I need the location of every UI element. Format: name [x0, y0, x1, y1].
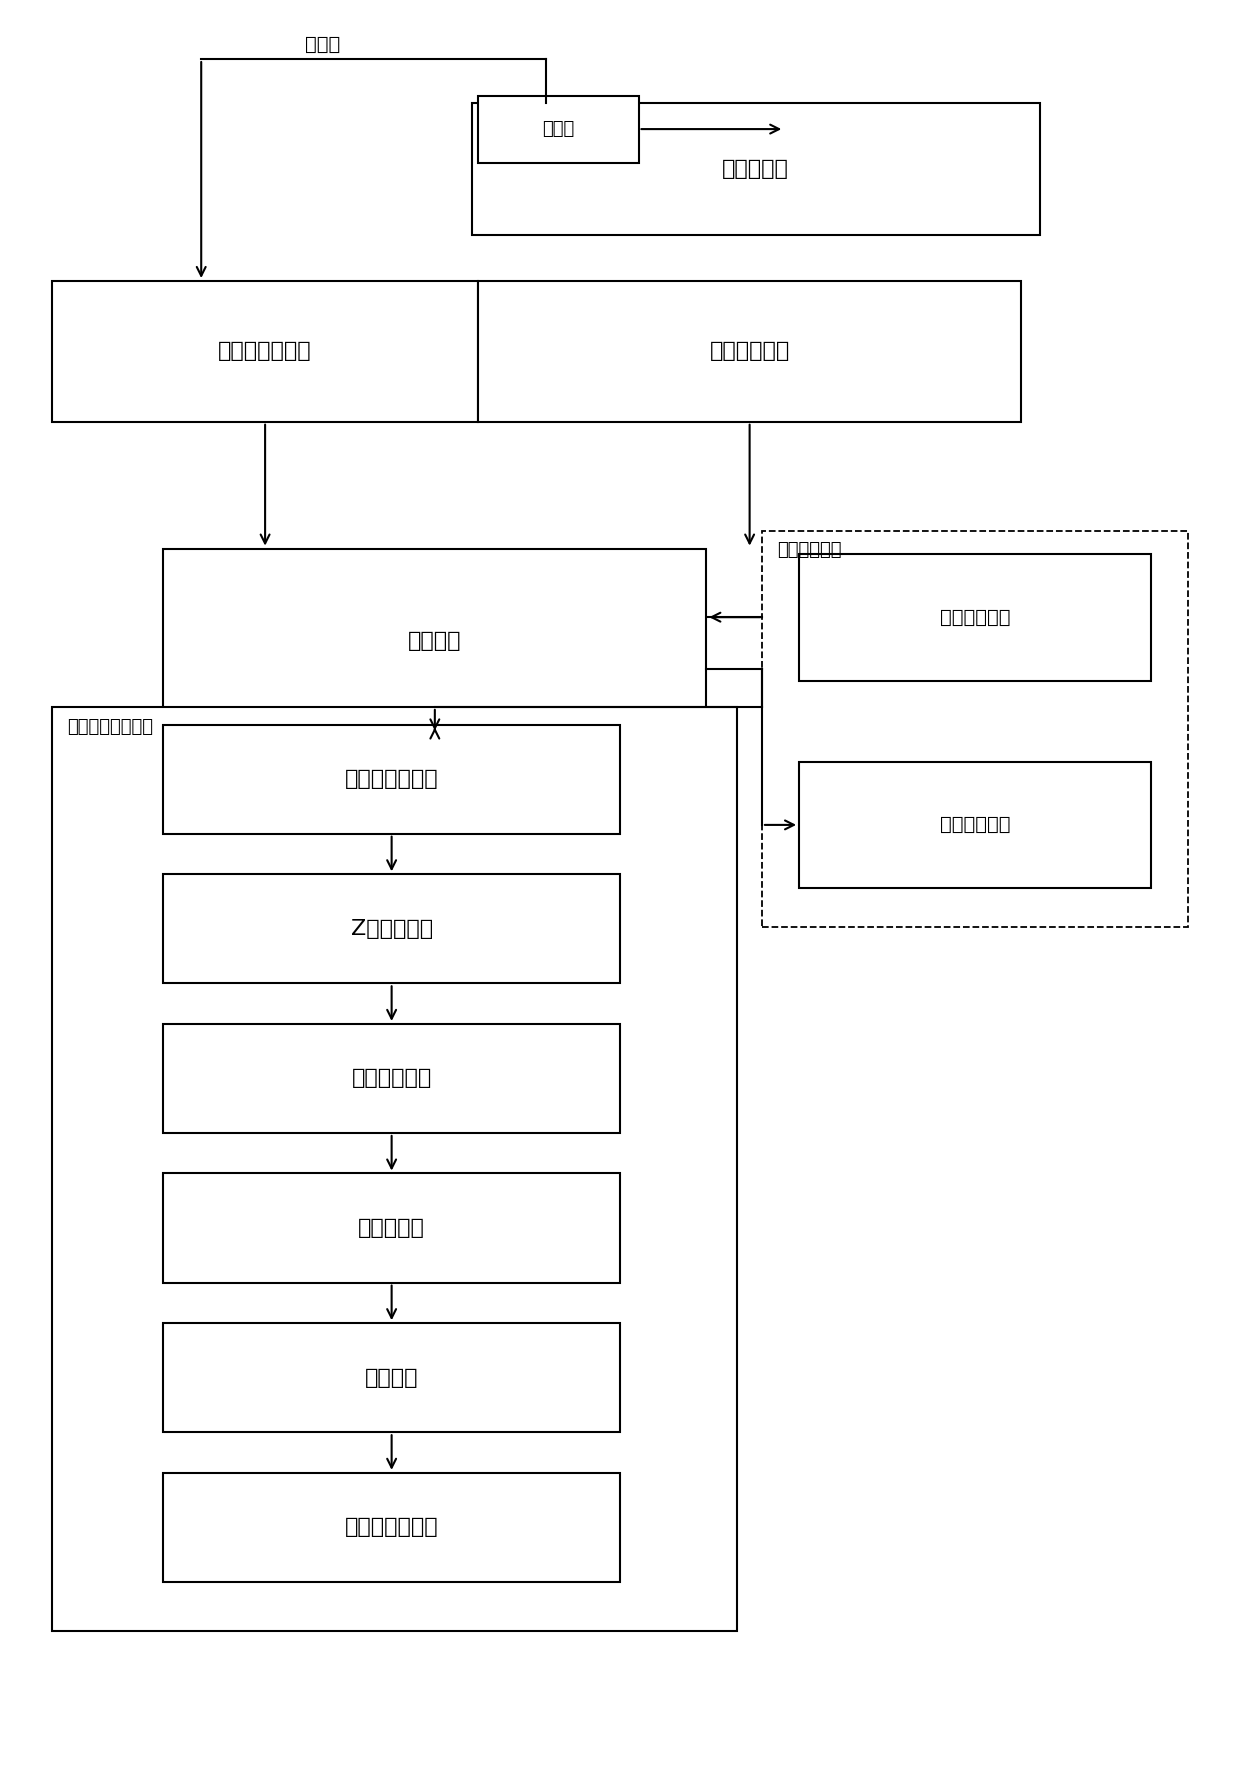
Bar	[52, 706, 738, 1632]
Text: 网格化模块: 网格化模块	[358, 1219, 425, 1238]
Bar	[164, 549, 707, 733]
Text: 校正无效点模块: 校正无效点模块	[345, 1517, 439, 1538]
Bar	[164, 724, 620, 834]
Bar	[164, 874, 620, 984]
Bar	[164, 1024, 620, 1134]
Text: 光谱共焦传感器: 光谱共焦传感器	[218, 341, 312, 362]
Text: 校正无效点模块: 校正无效点模块	[345, 770, 439, 789]
Text: 平滑模块: 平滑模块	[365, 1367, 418, 1388]
Text: 反射光: 反射光	[305, 35, 341, 53]
Text: 输入输出模块: 输入输出模块	[776, 542, 841, 560]
Text: 信息输出单元: 信息输出单元	[940, 816, 1011, 834]
Bar	[761, 532, 1188, 927]
Bar	[164, 1473, 620, 1582]
Text: 点云数据处理模块: 点云数据处理模块	[67, 717, 153, 735]
Bar	[479, 281, 1022, 422]
Bar	[164, 1173, 620, 1282]
Text: 操作输入单元: 操作输入单元	[940, 608, 1011, 627]
Bar	[164, 1323, 620, 1432]
Text: 探测光: 探测光	[542, 120, 574, 138]
Text: 三轴移动平台: 三轴移动平台	[709, 341, 790, 362]
Bar	[799, 555, 1151, 680]
Text: 待测的胶体: 待测的胶体	[723, 159, 789, 178]
Bar	[472, 102, 1039, 235]
Text: 伪彩映射模块: 伪彩映射模块	[351, 1068, 432, 1088]
Text: Z轴翻转模块: Z轴翻转模块	[351, 918, 433, 940]
Text: 点云模块: 点云模块	[408, 630, 461, 652]
Bar	[799, 761, 1151, 888]
Bar	[479, 95, 639, 162]
Bar	[52, 281, 479, 422]
